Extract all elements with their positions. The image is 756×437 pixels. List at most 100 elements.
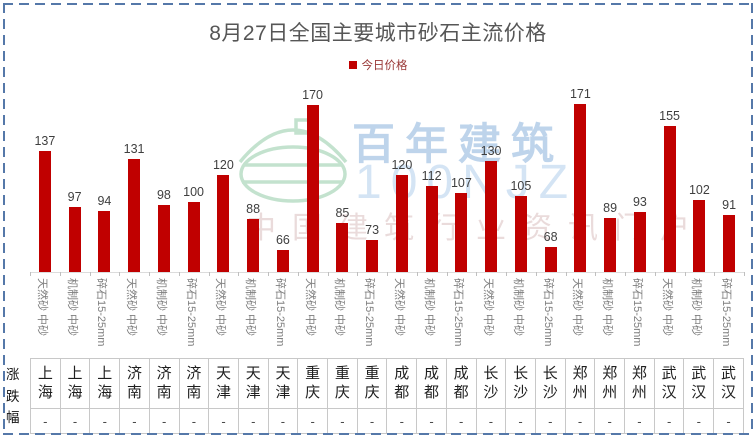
bar [395, 175, 408, 272]
change-cell: - [683, 408, 714, 433]
change-cell: - [534, 408, 565, 433]
change-value: - [191, 413, 197, 429]
city-cell: 天津 [208, 359, 238, 408]
city-name: 郑州 [631, 364, 647, 401]
bar [157, 205, 170, 272]
x-axis-category-label: 碎石15-25mm [95, 278, 108, 347]
city-name: 长沙 [542, 364, 558, 401]
change-value: - [310, 413, 315, 429]
city-name: 武汉 [691, 364, 707, 401]
bar [514, 196, 527, 272]
bar [544, 247, 557, 272]
city-cell: 长沙 [534, 359, 565, 408]
x-axis-tick [625, 272, 626, 276]
city-name: 长沙 [513, 364, 529, 401]
x-axis-category-label: 机制砂 中砂 [65, 278, 78, 337]
bar-value-label: 137 [34, 134, 56, 148]
change-value: - [666, 413, 672, 429]
city-name: 天津 [245, 364, 261, 401]
city-name: 成都 [423, 364, 439, 401]
bar [574, 104, 587, 272]
city-name: 郑州 [572, 364, 588, 401]
x-axis-category-label: 天然砂 中砂 [35, 278, 48, 337]
city-name: 济南 [186, 364, 202, 401]
change-value: - [577, 413, 583, 429]
city-cell: 长沙 [475, 359, 506, 408]
legend-label: 今日价格 [361, 60, 408, 72]
change-value: - [132, 413, 137, 429]
city-name: 天津 [275, 364, 291, 401]
bar [604, 218, 617, 272]
city-cell: 长沙 [505, 359, 535, 408]
x-axis-category-label: 天然砂 中砂 [482, 278, 495, 337]
bar-value-label: 97 [67, 190, 82, 204]
x-axis-tick [30, 272, 31, 276]
bar [366, 240, 379, 272]
city-cell: 上海 [31, 359, 60, 408]
chart-legend: 今日价格 [0, 57, 756, 73]
bar-value-label: 73 [365, 223, 380, 237]
bar [68, 207, 81, 272]
change-value: - [637, 413, 642, 429]
bar-value-label: 120 [391, 158, 413, 172]
city-name: 成都 [394, 364, 410, 401]
city-cell: 重庆 [327, 359, 357, 408]
x-axis-tick [506, 272, 507, 276]
x-axis-tick [357, 272, 359, 276]
city-cell: 武汉 [713, 359, 743, 408]
x-axis-tick [149, 272, 150, 276]
city-cell: 天津 [237, 359, 268, 408]
change-cell: - [594, 408, 625, 433]
city-price-table: 上海 上海 上海 济南 济南 济南 天津 天津 天津 重庆 重庆 重庆 成都 成都 成都 长沙 长沙 长沙 郑州 郑州… [30, 358, 744, 434]
x-axis-tick [268, 272, 269, 276]
x-axis-category-label: 碎石15-25mm [184, 278, 197, 347]
x-axis-tick [208, 272, 210, 276]
change-cell: - [89, 408, 120, 433]
x-axis-category-label: 机制砂 中砂 [333, 278, 346, 337]
bar [663, 126, 676, 272]
city-cell: 济南 [178, 359, 209, 408]
x-axis-category-label: 天然砂 中砂 [303, 278, 316, 337]
city-cell: 重庆 [356, 359, 387, 408]
bar-value-label: 93 [632, 195, 647, 209]
city-cell: 重庆 [297, 359, 327, 408]
change-value: - [518, 413, 523, 429]
city-cell: 济南 [148, 359, 179, 408]
change-value: - [280, 413, 286, 429]
x-axis-tick [387, 272, 388, 276]
change-cell: - [505, 408, 535, 433]
x-axis-tick [476, 272, 478, 276]
bar [276, 250, 289, 272]
change-cell: - [237, 408, 268, 433]
bar [425, 186, 438, 272]
city-name: 天津 [216, 364, 232, 401]
change-cell: - [445, 408, 476, 433]
bar [723, 215, 736, 272]
city-name: 济南 [126, 364, 142, 401]
x-axis-category-label: 碎石15-25mm [452, 278, 465, 347]
city-cell: 上海 [59, 359, 90, 408]
bar-value-label: 94 [97, 194, 112, 208]
change-value: - [369, 413, 375, 429]
city-cell: 成都 [386, 359, 416, 408]
bar-value-label: 91 [722, 198, 737, 212]
x-axis-tick [59, 272, 61, 276]
change-cell: - [416, 408, 446, 433]
change-cell: - [178, 408, 209, 433]
bar-value-label: 112 [421, 169, 442, 183]
bar [306, 105, 319, 272]
x-axis-tick [416, 272, 418, 276]
x-axis-tick [238, 272, 240, 276]
x-axis-category-label: 机制砂 中砂 [511, 278, 524, 337]
x-axis-category-label: 天然砂 中砂 [214, 278, 227, 337]
x-axis-tick [297, 272, 299, 276]
bar [38, 151, 51, 272]
x-axis-tick [714, 272, 716, 276]
city-cell: 成都 [416, 359, 446, 408]
x-axis-tick [565, 272, 567, 276]
city-cell: 武汉 [653, 359, 684, 408]
bar-value-label: 170 [302, 88, 324, 102]
change-cell: - [386, 408, 417, 433]
x-axis-tick [327, 272, 329, 276]
bar-value-label: 88 [246, 202, 261, 216]
